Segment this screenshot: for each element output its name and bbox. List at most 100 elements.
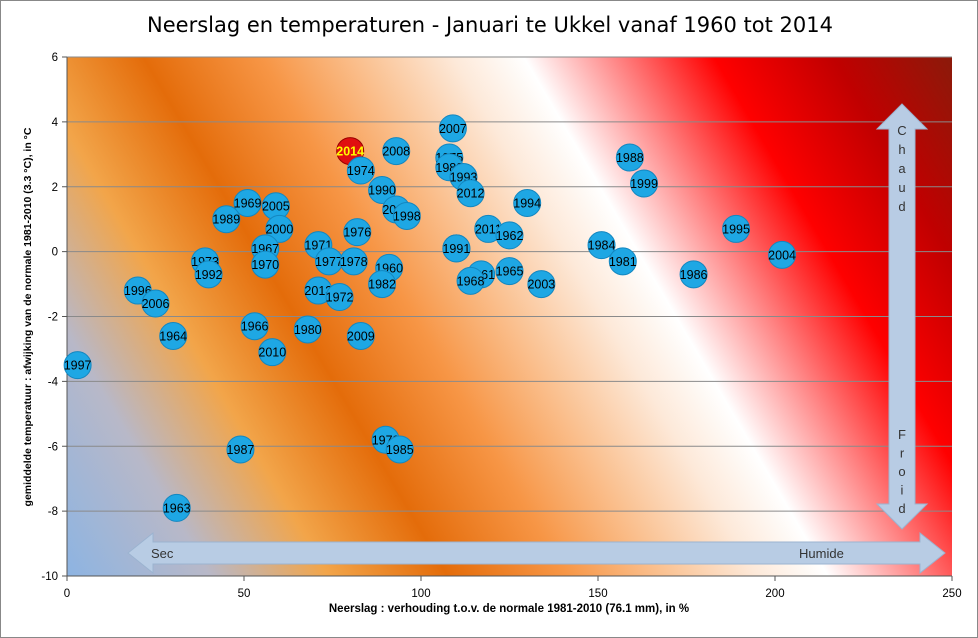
data-point bbox=[339, 247, 368, 276]
data-points: 2014200720081975198319932012197419902002… bbox=[63, 114, 797, 522]
data-point-label: 1987 bbox=[227, 443, 255, 457]
data-point-label: 1986 bbox=[680, 268, 708, 282]
y-tick-label: 6 bbox=[52, 52, 58, 64]
cold-label-letter: d bbox=[898, 501, 905, 516]
data-point bbox=[346, 321, 375, 350]
hot-label-letter: d bbox=[898, 199, 905, 214]
horizontal-arrow bbox=[127, 531, 946, 575]
data-point bbox=[325, 283, 354, 312]
data-point bbox=[679, 260, 708, 289]
hot-label-letter: h bbox=[898, 142, 905, 157]
data-point bbox=[385, 435, 414, 464]
dry-label: Sec bbox=[151, 546, 174, 561]
data-point bbox=[527, 270, 556, 299]
data-point-label: 2009 bbox=[347, 329, 375, 343]
data-point-label: 1981 bbox=[609, 255, 637, 269]
data-point-label: 2013 bbox=[304, 284, 332, 298]
data-point-label: 1989 bbox=[212, 213, 240, 227]
data-point bbox=[630, 169, 659, 198]
y-tick-label: 2 bbox=[52, 182, 58, 194]
data-point bbox=[346, 156, 375, 185]
x-tick-label: 250 bbox=[942, 588, 961, 600]
data-point-label: 2006 bbox=[142, 297, 170, 311]
data-point bbox=[258, 338, 287, 367]
hot-label-letter: a bbox=[898, 161, 906, 176]
data-point bbox=[438, 114, 467, 143]
data-point-label: 1964 bbox=[159, 329, 187, 343]
data-point bbox=[768, 240, 797, 269]
data-point-label: 2014 bbox=[336, 145, 364, 159]
cold-label-letter: i bbox=[901, 483, 904, 498]
y-tick-label: 0 bbox=[52, 247, 58, 259]
data-point-label: 1985 bbox=[386, 443, 414, 457]
data-point-label: 1978 bbox=[340, 255, 368, 269]
x-tick-label: 0 bbox=[64, 588, 70, 600]
data-point bbox=[226, 435, 255, 464]
data-point-label: 1992 bbox=[195, 268, 223, 282]
data-point-label: 2012 bbox=[457, 187, 485, 201]
data-point-label: 1997 bbox=[64, 359, 92, 373]
x-tick-label: 200 bbox=[765, 588, 784, 600]
data-point bbox=[368, 175, 397, 204]
data-point bbox=[382, 137, 411, 166]
data-point-label: 1967 bbox=[251, 242, 279, 256]
data-point-label: 1962 bbox=[496, 229, 524, 243]
data-point-label: 1969 bbox=[234, 196, 262, 210]
hot-label-letter: C bbox=[897, 123, 906, 138]
data-point-label: 2004 bbox=[768, 248, 796, 262]
data-point-label: 1970 bbox=[251, 258, 279, 272]
data-point-label: 1965 bbox=[496, 265, 524, 279]
hot-label-letter: u bbox=[898, 180, 905, 195]
y-tick-label: -2 bbox=[48, 312, 58, 324]
x-tick-label: 100 bbox=[411, 588, 430, 600]
data-point bbox=[265, 214, 294, 243]
data-point bbox=[513, 188, 542, 217]
vertical-arrow bbox=[875, 103, 929, 530]
data-point bbox=[194, 260, 223, 289]
axes: -10 -8 -6 -4 -2 0 2 4 6 0 50 100 150 200 250 bbox=[41, 52, 961, 600]
data-point bbox=[456, 179, 485, 208]
wet-label: Humide bbox=[799, 546, 844, 561]
cold-label-letter: F bbox=[898, 427, 906, 442]
data-point-label: 2005 bbox=[262, 200, 290, 214]
data-point-label: 1994 bbox=[513, 196, 541, 210]
data-point bbox=[495, 257, 524, 286]
data-point bbox=[608, 247, 637, 276]
data-point bbox=[495, 221, 524, 250]
data-point-label: 2008 bbox=[382, 145, 410, 159]
data-point bbox=[240, 312, 269, 341]
data-point-label: 1988 bbox=[616, 151, 644, 165]
data-point bbox=[233, 188, 262, 217]
data-point-label: 2011 bbox=[475, 222, 502, 236]
data-point bbox=[615, 143, 644, 172]
data-point-label: 2003 bbox=[527, 278, 555, 292]
data-point-label: 1977 bbox=[315, 255, 343, 269]
y-tick-label: -4 bbox=[48, 376, 59, 388]
data-point-label: 1990 bbox=[368, 183, 396, 197]
data-point-label: 1972 bbox=[326, 291, 354, 305]
data-point-label: 1976 bbox=[343, 226, 371, 240]
data-point-label: 1980 bbox=[294, 323, 322, 337]
data-point bbox=[456, 266, 485, 295]
data-point-label: 1974 bbox=[347, 164, 375, 178]
x-tick-label: 150 bbox=[588, 588, 607, 600]
data-point bbox=[368, 270, 397, 299]
data-point-label: 1999 bbox=[630, 177, 658, 191]
data-point bbox=[722, 214, 751, 243]
cold-label-letter: o bbox=[898, 464, 905, 479]
data-point-label: 1991 bbox=[442, 242, 470, 256]
data-point-label: 2000 bbox=[265, 222, 293, 236]
data-point-label: 1998 bbox=[393, 209, 421, 223]
y-tick-label: -10 bbox=[41, 571, 58, 583]
y-tick-label: -8 bbox=[48, 506, 58, 518]
data-point-label: 2007 bbox=[439, 122, 467, 136]
data-point-label: 2010 bbox=[258, 346, 286, 360]
data-point-label: 1982 bbox=[368, 278, 396, 292]
y-tick-label: -6 bbox=[48, 441, 58, 453]
data-point-label: 1984 bbox=[588, 239, 616, 253]
y-axis-label: gemiddelde temperatuur : afwijking van d… bbox=[22, 127, 34, 506]
x-axis-label: Neerslag : verhouding t.o.v. de normale … bbox=[329, 603, 689, 615]
data-point bbox=[392, 201, 421, 230]
